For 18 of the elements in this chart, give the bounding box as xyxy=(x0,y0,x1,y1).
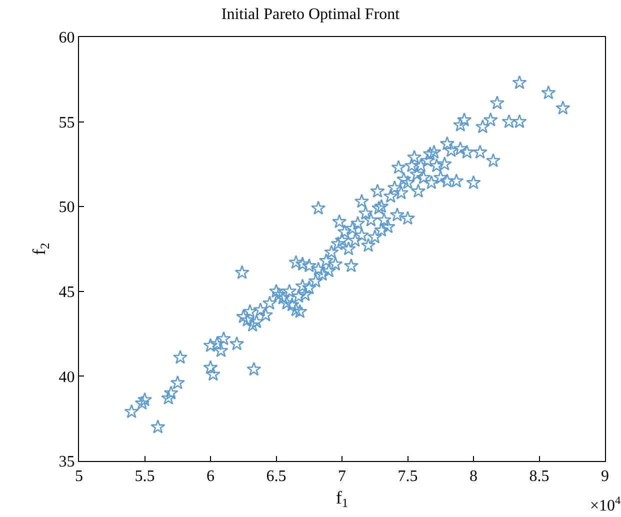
y-tick-label: 45 xyxy=(58,284,75,301)
x-tick-label: 5 xyxy=(75,468,83,486)
x-tick-label: 8 xyxy=(470,468,478,486)
x-tick-label: 5.5 xyxy=(134,468,155,486)
y-tick-label: 40 xyxy=(58,368,75,386)
x-axis-title: f$_{1}$ xyxy=(336,487,348,510)
y-tick-label: 55 xyxy=(58,114,75,132)
text: ×10$^{4}$ xyxy=(590,495,621,515)
chart-title: Initial Pareto Optimal Front xyxy=(221,6,400,23)
y-tick-label: 50 xyxy=(58,199,75,216)
x-tick-label: 7 xyxy=(338,468,346,486)
x-tick-label: 9 xyxy=(601,468,609,486)
y-tick-label: 60 xyxy=(58,30,75,47)
y-tick-label: 35 xyxy=(58,454,75,471)
x-tick-label: 8.5 xyxy=(529,468,550,486)
x-tick-label: 6 xyxy=(206,468,214,486)
x-tick-label: 6.5 xyxy=(266,468,286,486)
x-tick-label: 7.5 xyxy=(398,468,418,486)
